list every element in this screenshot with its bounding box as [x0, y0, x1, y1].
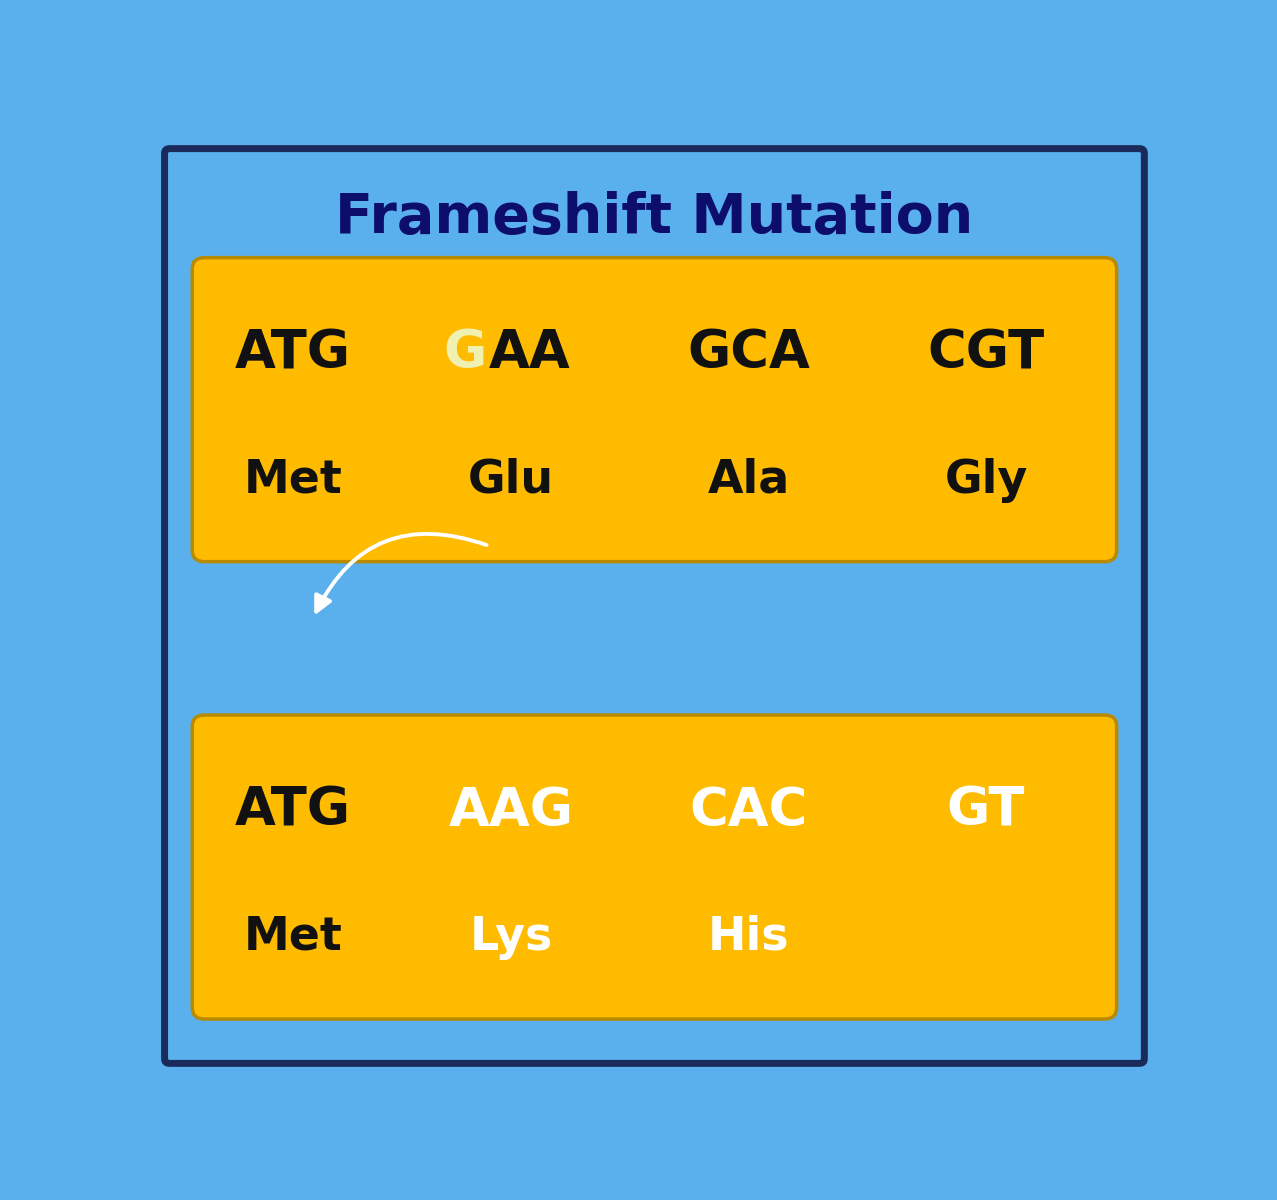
FancyBboxPatch shape	[193, 715, 1116, 1019]
Text: Frameshift Mutation: Frameshift Mutation	[336, 191, 973, 245]
Text: His: His	[707, 914, 789, 960]
Text: G: G	[443, 328, 487, 379]
Text: AA: AA	[489, 328, 571, 379]
Text: CGT: CGT	[927, 328, 1045, 379]
Text: CAC: CAC	[690, 785, 807, 836]
Text: ATG: ATG	[235, 785, 351, 836]
Text: GT: GT	[946, 785, 1025, 836]
Text: Met: Met	[244, 457, 342, 503]
Text: Glu: Glu	[467, 457, 554, 503]
Text: Lys: Lys	[470, 914, 553, 960]
Text: ATG: ATG	[235, 328, 351, 379]
Text: Gly: Gly	[945, 457, 1028, 503]
Text: Met: Met	[244, 914, 342, 960]
Text: AAG: AAG	[448, 785, 573, 836]
Text: Ala: Ala	[707, 457, 789, 503]
FancyBboxPatch shape	[193, 258, 1116, 562]
Text: GCA: GCA	[687, 328, 810, 379]
